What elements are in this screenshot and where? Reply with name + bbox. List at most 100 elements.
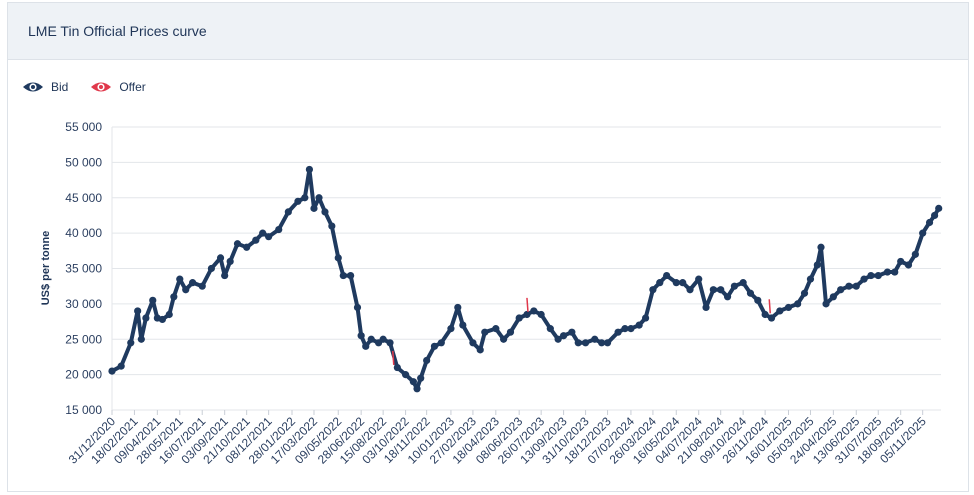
bid-point: [829, 293, 837, 301]
bid-point: [695, 275, 703, 283]
bid-point: [259, 229, 267, 237]
bid-point: [930, 211, 939, 220]
bid-point: [515, 314, 523, 322]
bid-point: [649, 286, 657, 294]
chart-title: LME Tin Official Prices curve: [28, 23, 207, 39]
y-tick-label: 50 000: [65, 155, 102, 169]
bid-point: [767, 314, 776, 322]
bid-point: [574, 339, 582, 347]
bid-point: [919, 229, 927, 237]
bid-series-line: [111, 167, 941, 391]
bid-point: [860, 275, 868, 283]
bid-point: [233, 240, 242, 248]
bid-point: [554, 335, 562, 343]
bid-point: [794, 300, 802, 308]
bid-point: [813, 261, 821, 269]
bid-point: [492, 325, 500, 333]
bid-point: [546, 325, 554, 333]
bid-point: [709, 286, 717, 294]
bid-point: [537, 310, 545, 319]
bid-point: [252, 236, 260, 244]
bid-point: [127, 339, 135, 347]
bid-point: [142, 314, 150, 322]
bid-point: [334, 254, 342, 262]
offer-point: [768, 299, 771, 314]
bid-point: [897, 257, 905, 266]
bid-point: [117, 362, 125, 370]
bid-point: [874, 271, 882, 280]
bid-point: [339, 271, 347, 280]
bid-point: [806, 275, 815, 283]
bid-point: [423, 356, 431, 365]
bid-point: [401, 371, 410, 379]
bid-point: [784, 303, 793, 312]
bid-point: [321, 208, 329, 216]
bid-point: [822, 300, 830, 308]
eye-icon: [23, 82, 43, 92]
bid-point: [598, 339, 606, 347]
bid-point: [702, 303, 710, 312]
bid-point: [170, 293, 178, 301]
bid-point: [837, 286, 845, 294]
bid-point: [243, 243, 251, 251]
bid-point: [621, 325, 629, 333]
bid-point: [746, 289, 755, 297]
bid-point: [189, 279, 197, 287]
bid-point: [891, 268, 899, 276]
bid-point: [754, 296, 762, 304]
bid-point: [523, 310, 531, 319]
bid-point: [663, 271, 671, 280]
bid-point: [216, 254, 225, 262]
bid-point: [459, 321, 467, 329]
bid-point: [499, 335, 508, 343]
y-tick-label: 35 000: [65, 262, 102, 276]
bid-point: [393, 363, 401, 372]
bid-point: [581, 339, 590, 347]
bid-point: [730, 282, 739, 290]
bid-point: [182, 286, 190, 294]
bid-point: [635, 321, 643, 329]
bid-point: [315, 194, 323, 202]
bid-point: [294, 197, 302, 205]
bid-point: [137, 335, 145, 343]
bid-point: [265, 233, 273, 241]
bid-point: [761, 310, 769, 319]
bid-point: [776, 307, 784, 315]
legend-label-bid: Bid: [51, 80, 69, 94]
bid-point: [591, 335, 599, 343]
bid-point: [935, 204, 943, 212]
bid-point: [656, 279, 664, 287]
y-tick-label: 15 000: [65, 403, 102, 417]
bid-point: [852, 282, 860, 290]
bid-point: [469, 339, 477, 347]
bid-point: [911, 250, 919, 258]
bid-point: [221, 271, 229, 280]
bid-point: [723, 293, 732, 301]
bid-point: [454, 303, 462, 312]
grid-lines: [111, 126, 941, 411]
bid-point: [530, 307, 538, 315]
legend-item-bid[interactable]: Bid: [22, 80, 68, 94]
bid-point: [447, 325, 455, 333]
bid-point: [476, 346, 484, 354]
legend-item-offer[interactable]: Offer: [90, 80, 146, 94]
bid-point: [437, 339, 445, 347]
bid-point: [284, 208, 292, 216]
bid-point: [817, 243, 825, 251]
y-tick-label: 20 000: [65, 368, 102, 382]
legend-label-offer: Offer: [119, 80, 146, 94]
bid-point: [149, 296, 157, 304]
bid-point: [717, 286, 725, 294]
bid-point: [506, 328, 515, 336]
bid-point: [275, 225, 283, 234]
bid-point: [883, 268, 892, 276]
y-tick-label: 40 000: [65, 226, 102, 240]
eye-icon: [91, 82, 112, 92]
bid-point: [925, 218, 934, 227]
bid-point: [614, 328, 622, 336]
bid-point: [430, 342, 439, 350]
bid-point: [413, 385, 421, 393]
bid-point: [672, 279, 680, 287]
bid-point: [867, 271, 875, 280]
